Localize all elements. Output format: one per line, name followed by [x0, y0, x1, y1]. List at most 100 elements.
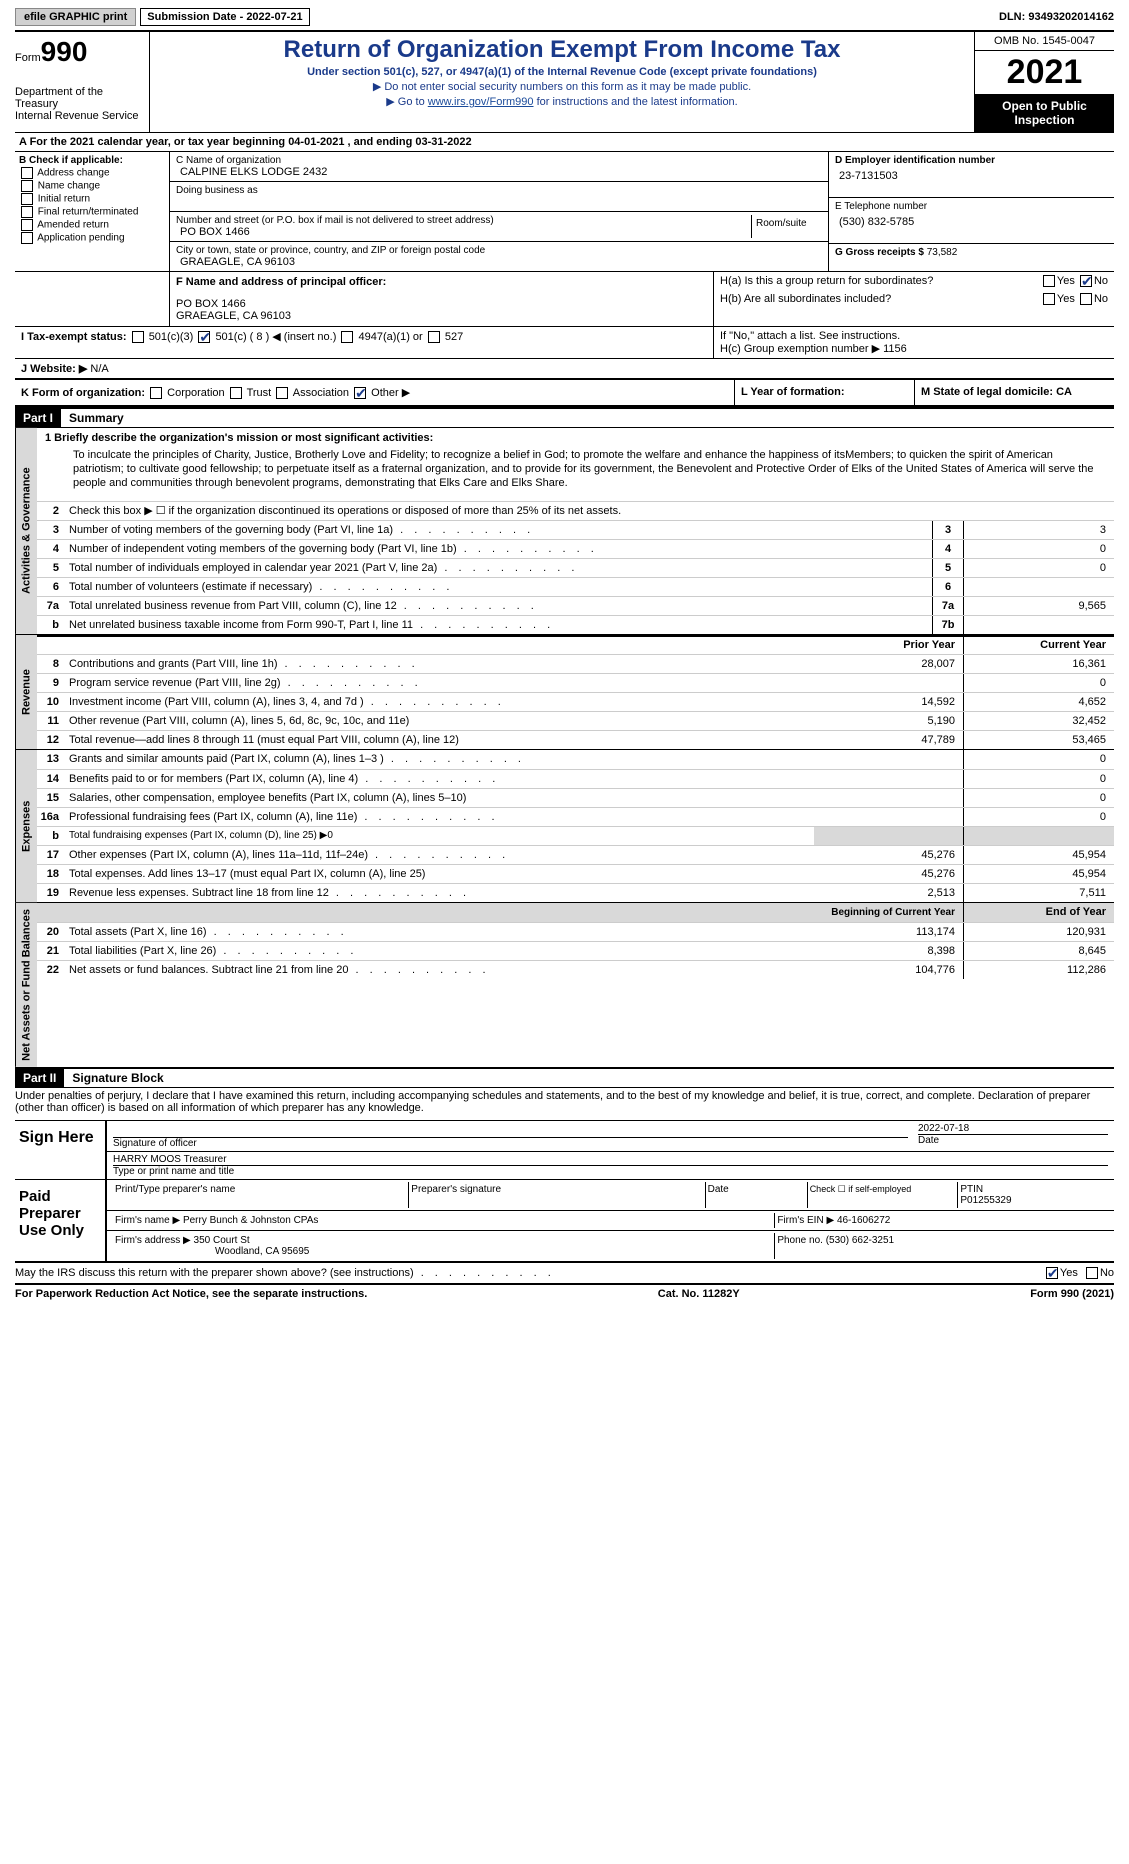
rowj-val: N/A [90, 363, 108, 375]
tel-label: E Telephone number [835, 201, 1108, 212]
discuss-row: May the IRS discuss this return with the… [15, 1263, 1114, 1284]
line-19: 19Revenue less expenses. Subtract line 1… [37, 883, 1114, 902]
line-7a: 7aTotal unrelated business revenue from … [37, 596, 1114, 615]
line-9: 9Program service revenue (Part VIII, lin… [37, 673, 1114, 692]
discuss-yes-no: Yes No [1044, 1267, 1114, 1279]
line-6: 6Total number of volunteers (estimate if… [37, 577, 1114, 596]
gross-cell: G Gross receipts $ 73,582 [829, 244, 1114, 261]
line-21: 21Total liabilities (Part X, line 26)8,3… [37, 941, 1114, 960]
pdate-label: Date [706, 1182, 808, 1208]
side-revenue: Revenue [15, 635, 37, 749]
cb-final-return[interactable]: Final return/terminated [19, 206, 165, 218]
line-17: 17Other expenses (Part IX, column (A), l… [37, 845, 1114, 864]
line1-label: 1 Briefly describe the organization's mi… [37, 428, 1114, 444]
cb-initial-return[interactable]: Initial return [19, 193, 165, 205]
cb-amended-return[interactable]: Amended return [19, 219, 165, 231]
ha-label: H(a) Is this a group return for subordin… [720, 275, 933, 287]
activities-governance-section: Activities & Governance 1 Briefly descri… [15, 428, 1114, 635]
sig-name-label: Type or print name and title [113, 1165, 1108, 1177]
row-jklm: J Website: ▶ N/A [15, 359, 1114, 380]
sign-here-right: Signature of officer 2022-07-18 Date HAR… [105, 1121, 1114, 1179]
header-left: Form990 Department of the Treasury Inter… [15, 32, 150, 132]
omb-number: OMB No. 1545-0047 [975, 32, 1114, 51]
street-cell: Number and street (or P.O. box if mail i… [170, 212, 828, 242]
faddr2: Woodland, CA 95695 [115, 1246, 309, 1257]
note2-post: for instructions and the latest informat… [534, 96, 738, 108]
rowj-label: J Website: ▶ [21, 363, 87, 375]
form-subtitle: Under section 501(c), 527, or 4947(a)(1)… [160, 66, 964, 78]
line-11: 11Other revenue (Part VIII, column (A), … [37, 711, 1114, 730]
form-note1: ▶ Do not enter social security numbers o… [160, 80, 964, 93]
col-d-ein: D Employer identification number 23-7131… [829, 152, 1114, 271]
sig-date-label: Date [918, 1134, 1108, 1146]
sig-officer-line: Signature of officer 2022-07-18 Date [107, 1121, 1114, 1152]
officer-cell: F Name and address of principal officer:… [170, 272, 714, 326]
street-label: Number and street (or P.O. box if mail i… [176, 215, 751, 226]
sig-name: HARRY MOOS Treasurer [113, 1154, 1108, 1165]
cb-address-change[interactable]: Address change [19, 167, 165, 179]
footer-center: Cat. No. 11282Y [658, 1288, 740, 1300]
row-i: I Tax-exempt status: 501(c)(3) 501(c) ( … [15, 327, 714, 358]
sig-date: 2022-07-18 [918, 1123, 1108, 1134]
officer-addr1: PO BOX 1466 [176, 298, 707, 310]
cb-name-change[interactable]: Name change [19, 180, 165, 192]
org-name-label: C Name of organization [176, 155, 822, 166]
part2-num: Part II [15, 1069, 64, 1087]
dba-cell: Doing business as [170, 182, 828, 212]
side-act-gov: Activities & Governance [15, 428, 37, 634]
act-gov-lines: 1 Briefly describe the organization's mi… [37, 428, 1114, 634]
row-m: M State of legal domicile: CA [914, 380, 1114, 405]
line-18: 18Total expenses. Add lines 13–17 (must … [37, 864, 1114, 883]
tax-year: 2021 [975, 51, 1114, 95]
line-2: 2Check this box ▶ ☐ if the organization … [37, 501, 1114, 520]
firm-name: Perry Bunch & Johnston CPAs [183, 1215, 318, 1226]
sig-name-line: HARRY MOOS Treasurer Type or print name … [107, 1152, 1114, 1179]
hb-note-hc: If "No," attach a list. See instructions… [714, 327, 1114, 358]
declaration-text: Under penalties of perjury, I declare th… [15, 1088, 1114, 1121]
discuss-text: May the IRS discuss this return with the… [15, 1267, 1044, 1279]
row-a-tax-year: A For the 2021 calendar year, or tax yea… [15, 133, 1114, 152]
city-label: City or town, state or province, country… [176, 245, 822, 256]
cb-application-pending[interactable]: Application pending [19, 232, 165, 244]
col-b-title: B Check if applicable: [19, 155, 165, 166]
form-header: Form990 Department of the Treasury Inter… [15, 30, 1114, 133]
org-name-value: CALPINE ELKS LODGE 2432 [176, 166, 822, 178]
row-i-j: I Tax-exempt status: 501(c)(3) 501(c) ( … [15, 327, 1114, 359]
part1-num: Part I [15, 409, 61, 427]
expenses-section: Expenses 13Grants and similar amounts pa… [15, 750, 1114, 903]
top-bar: efile GRAPHIC print Submission Date - 20… [15, 8, 1114, 26]
col-b-checkboxes: B Check if applicable: Address change Na… [15, 152, 170, 271]
street-value: PO BOX 1466 [176, 226, 751, 238]
footer-right: Form 990 (2021) [1030, 1288, 1114, 1300]
hb-label: H(b) Are all subordinates included? [720, 293, 891, 305]
entity-info-grid: B Check if applicable: Address change Na… [15, 152, 1114, 272]
firm-label: Firm's name ▶ [115, 1215, 180, 1226]
preparer-header-line: Print/Type preparer's name Preparer's si… [107, 1180, 1114, 1211]
ein-value: 23-7131503 [835, 170, 1108, 182]
ein-label: D Employer identification number [835, 155, 1108, 166]
row-k: K Form of organization: Corporation Trus… [15, 380, 734, 405]
part1-header: Part I Summary [15, 407, 1114, 428]
hb-note: If "No," attach a list. See instructions… [720, 330, 1108, 342]
irs-link[interactable]: www.irs.gov/Form990 [428, 96, 534, 108]
tel-cell: E Telephone number (530) 832-5785 [829, 198, 1114, 244]
line-22: 22Net assets or fund balances. Subtract … [37, 960, 1114, 979]
paid-preparer-label: Paid Preparer Use Only [15, 1180, 105, 1261]
line-10: 10Investment income (Part VIII, column (… [37, 692, 1114, 711]
faddr1: 350 Court St [194, 1235, 250, 1246]
col-c-org-info: C Name of organization CALPINE ELKS LODG… [170, 152, 829, 271]
faddr-label: Firm's address ▶ [115, 1235, 191, 1246]
gross-value: 73,582 [927, 247, 958, 258]
net-col-headers: Beginning of Current Year End of Year [37, 903, 1114, 922]
sign-here-row: Sign Here Signature of officer 2022-07-1… [15, 1121, 1114, 1180]
part1-title: Summary [61, 409, 132, 427]
irs-label: Internal Revenue Service [15, 110, 143, 122]
officer-label: F Name and address of principal officer: [176, 276, 707, 288]
dba-label: Doing business as [176, 185, 822, 196]
efile-print-button[interactable]: efile GRAPHIC print [15, 8, 136, 26]
expenses-lines: 13Grants and similar amounts paid (Part … [37, 750, 1114, 902]
pname-label: Print/Type preparer's name [113, 1182, 409, 1208]
side-expenses: Expenses [15, 750, 37, 902]
dba-value [176, 196, 822, 208]
h-block: H(a) Is this a group return for subordin… [714, 272, 1114, 326]
